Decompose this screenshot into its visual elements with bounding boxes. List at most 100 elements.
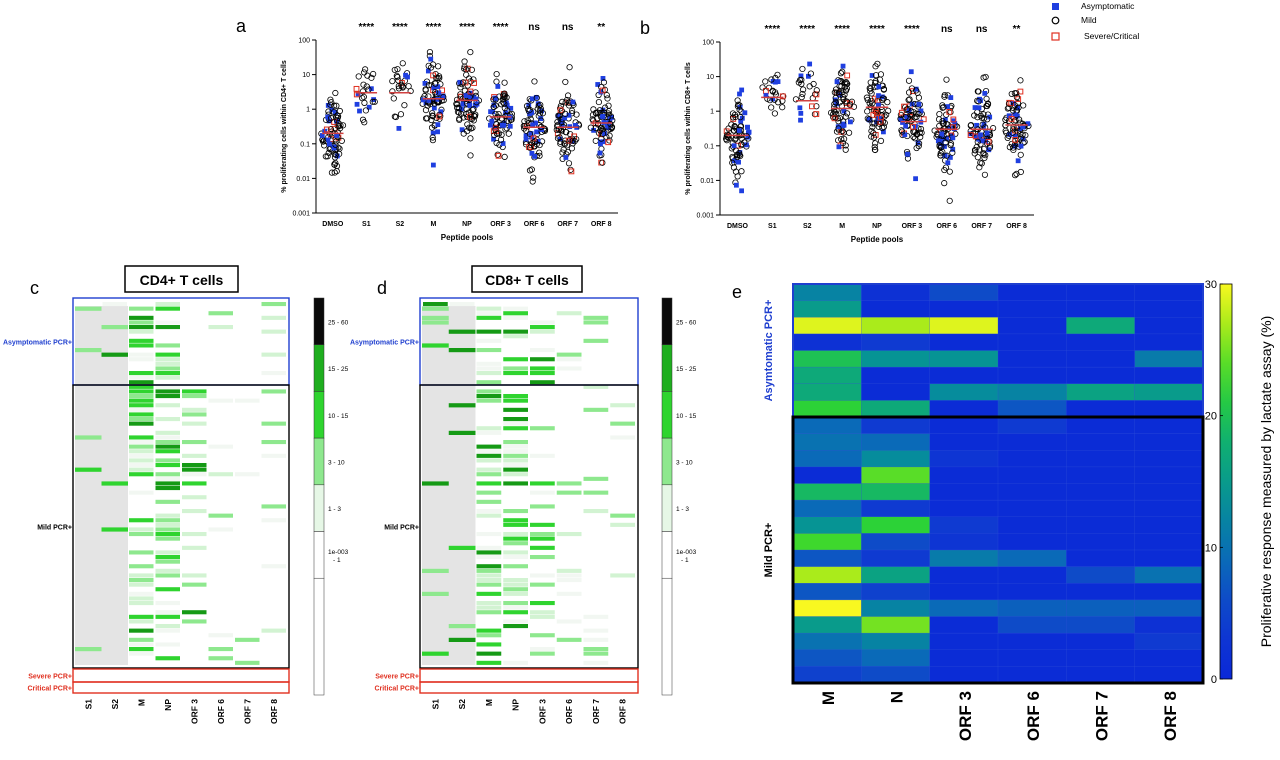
e-cell <box>1066 300 1135 318</box>
d-cell <box>530 545 555 550</box>
a-point-mild <box>369 98 376 105</box>
a-y-tick-label: 0.1 <box>300 141 310 148</box>
a-point-asymptomatic <box>357 108 362 114</box>
d-cell <box>530 426 555 431</box>
b-point-mild <box>868 133 875 140</box>
d-cell <box>583 476 609 481</box>
c-cell <box>261 315 286 320</box>
c-cell <box>208 398 233 403</box>
a-point-asymptomatic <box>595 82 601 87</box>
b-point-asymptomatic <box>745 130 751 136</box>
e-cell <box>929 350 999 368</box>
c-group-box-critical <box>72 681 290 694</box>
b-point-severe <box>1012 136 1019 143</box>
e-cell <box>929 317 999 335</box>
b-point-asymptomatic <box>876 93 881 99</box>
a-point-mild <box>493 78 500 85</box>
b-point-asymptomatic <box>739 87 745 93</box>
b-point-mild <box>971 146 979 154</box>
a-point-asymptomatic <box>530 122 536 128</box>
d-cell <box>503 481 528 486</box>
a-point-mild <box>557 140 564 147</box>
b-point-asymptomatic <box>903 123 909 129</box>
c-cell <box>101 481 128 486</box>
e-cell <box>793 350 862 368</box>
c-cell <box>155 463 180 468</box>
d-cell <box>503 582 528 587</box>
b-point-mild <box>902 114 909 121</box>
e-cell <box>998 533 1067 551</box>
b-point-asymptomatic <box>984 130 990 136</box>
b-point-mild <box>1008 90 1015 98</box>
d-cell <box>503 458 528 463</box>
d-cell <box>530 325 555 330</box>
c-colorbar-segment <box>313 484 325 532</box>
d-cell <box>610 403 635 408</box>
a-point-severe <box>467 88 474 95</box>
e-cell <box>998 550 1067 567</box>
b-point-mild <box>907 111 914 118</box>
d-cell <box>476 371 502 376</box>
a-point-mild <box>432 89 439 96</box>
d-cell <box>503 357 528 362</box>
b-point-asymptomatic <box>834 101 839 107</box>
d-cell <box>503 394 528 399</box>
c-cell <box>129 325 154 330</box>
b-x-tick-label: NP <box>872 223 882 230</box>
e-colorbar-tick-label: 20 <box>1205 411 1217 423</box>
a-point-mild <box>527 116 534 123</box>
c-cell <box>129 444 154 449</box>
c-cell <box>182 472 207 477</box>
b-point-mild <box>1010 144 1017 151</box>
b-point-severe <box>946 108 953 115</box>
b-point-asymptomatic <box>739 188 745 194</box>
d-colorbar-label: 25 - 60 <box>676 319 697 326</box>
b-x-axis-title: Peptide pools <box>851 235 904 244</box>
c-cell <box>155 518 180 523</box>
d-cell <box>422 651 449 656</box>
e-cell <box>861 550 930 567</box>
b-point-mild <box>884 99 891 106</box>
a-y-axis-title: % proliferating cells within CD4+ T cell… <box>281 60 288 193</box>
a-point-mild <box>355 73 362 80</box>
d-cell <box>530 380 555 385</box>
e-colorbar-title: Proliferative response measured by lacta… <box>1258 316 1274 647</box>
b-point-severe <box>870 112 877 118</box>
e-cell <box>793 649 862 667</box>
c-cell <box>129 352 154 357</box>
d-cell <box>476 449 502 454</box>
d-cell <box>530 357 555 362</box>
b-significance-label: **** <box>834 24 850 35</box>
c-cell <box>182 412 207 417</box>
d-column-label: M <box>484 699 494 706</box>
d-cell <box>503 371 528 376</box>
d-cell <box>530 490 555 495</box>
b-point-asymptomatic <box>879 94 885 100</box>
a-point-mild <box>338 137 345 145</box>
b-x-tick-label: S1 <box>768 223 777 230</box>
d-cell <box>503 518 528 523</box>
b-point-mild <box>1013 90 1020 97</box>
e-cell <box>1066 383 1135 401</box>
a-point-mild <box>362 66 369 73</box>
a-point-asymptomatic <box>457 79 463 85</box>
b-point-mild <box>768 76 775 83</box>
b-point-mild <box>975 98 982 105</box>
e-cell <box>998 466 1067 484</box>
a-point-severe <box>557 107 564 114</box>
a-point-asymptomatic <box>467 95 473 101</box>
b-point-asymptomatic <box>945 160 951 166</box>
b-point-mild <box>982 152 989 159</box>
d-cell <box>530 329 555 334</box>
a-point-mild <box>332 151 339 158</box>
a-point-asymptomatic <box>487 122 493 128</box>
b-point-asymptomatic <box>978 132 983 138</box>
b-point-mild <box>835 118 842 125</box>
a-significance-label: **** <box>392 22 408 33</box>
a-point-mild <box>394 66 401 73</box>
b-point-mild <box>952 130 959 137</box>
d-cell <box>556 568 582 573</box>
a-point-mild <box>426 49 434 56</box>
b-point-mild <box>974 138 981 145</box>
legend-label: Severe/Critical <box>1084 31 1139 41</box>
